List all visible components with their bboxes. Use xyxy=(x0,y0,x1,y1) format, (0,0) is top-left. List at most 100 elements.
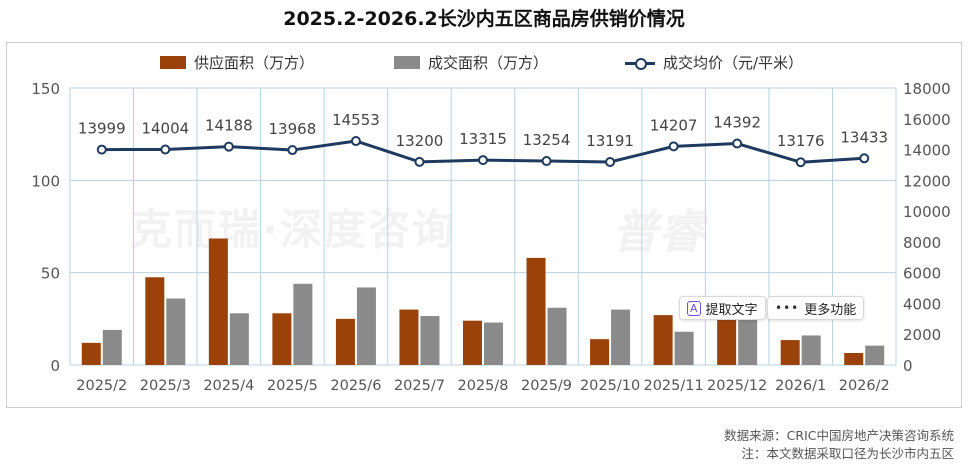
bar-supply xyxy=(399,309,419,365)
y-right-tick-label: 6000 xyxy=(903,265,941,283)
bar-supply xyxy=(463,320,482,365)
legend-item-price[interactable]: 成交均价（元/平米） xyxy=(625,52,803,73)
bar-deal xyxy=(484,322,503,365)
x-tick-label: 2025/7 xyxy=(394,378,445,394)
bar-supply xyxy=(717,316,737,365)
source-line-2: 注：本文数据采取口径为长沙市内五区 xyxy=(741,446,954,461)
bar-deal xyxy=(801,335,821,365)
y-right-tick-label: 2000 xyxy=(903,326,941,344)
source-line-1: 数据来源：CRIC中国房地产决策咨询系统 xyxy=(724,428,954,443)
bar-deal xyxy=(293,283,313,365)
data-label-price: 14207 xyxy=(650,116,698,134)
point-price xyxy=(160,144,171,155)
bar-deal xyxy=(611,309,631,365)
x-tick-label: 2025/3 xyxy=(140,378,191,394)
y-left-tick-label: 50 xyxy=(41,265,60,283)
point-price xyxy=(223,141,234,152)
legend-item-supply[interactable]: 供应面积（万方） xyxy=(160,52,314,73)
point-price xyxy=(414,156,425,167)
point-price xyxy=(541,156,552,167)
point-price xyxy=(605,157,616,168)
bar-supply xyxy=(653,315,673,365)
watermark-logo: 普睿 xyxy=(612,205,704,259)
bar-deal xyxy=(420,316,440,365)
y-right-tick-label: 18000 xyxy=(903,80,951,98)
more-dots-icon: ••• xyxy=(775,301,800,315)
point-price xyxy=(668,141,679,152)
bar-deal xyxy=(166,298,186,365)
legend-swatch-supply xyxy=(160,56,186,69)
text-extract-icon: A xyxy=(687,300,701,316)
legend-label-supply: 供应面积（万方） xyxy=(194,54,315,72)
x-tick-label: 2026/2 xyxy=(839,378,890,394)
legend-label-price: 成交均价（元/平米） xyxy=(663,54,804,72)
bar-supply xyxy=(590,339,610,365)
bar-supply xyxy=(335,318,355,365)
point-price xyxy=(350,136,361,147)
y-right-tick-label: 0 xyxy=(903,357,913,375)
x-tick-label: 2025/9 xyxy=(521,378,572,394)
y-right-tick-label: 14000 xyxy=(903,142,951,160)
data-label-price: 14392 xyxy=(713,114,761,132)
bar-supply xyxy=(208,238,228,365)
x-tick-label: 2025/11 xyxy=(643,378,703,394)
x-tick-label: 2025/6 xyxy=(330,378,381,394)
bar-deal xyxy=(738,316,758,365)
bar-supply xyxy=(81,342,101,365)
data-label-price: 13433 xyxy=(840,128,888,146)
data-label-price: 14188 xyxy=(205,117,253,135)
bar-deal xyxy=(229,313,249,365)
y-right-tick-label: 8000 xyxy=(903,234,941,252)
legend-swatch-deal xyxy=(394,56,420,69)
y-right-tick-label: 16000 xyxy=(903,111,951,129)
more-functions-button[interactable]: ••• 更多功能 xyxy=(767,296,865,320)
bar-deal xyxy=(102,329,122,365)
point-price xyxy=(478,155,488,166)
point-price xyxy=(795,157,806,168)
data-label-price: 13176 xyxy=(777,132,825,150)
x-tick-label: 2026/1 xyxy=(775,378,826,394)
legend-line-price xyxy=(625,56,655,70)
y-left-tick-label: 100 xyxy=(31,172,60,190)
x-tick-label: 2025/12 xyxy=(707,378,767,394)
chart-title: 2025.2-2026.2长沙内五区商品房供销价情况 xyxy=(283,8,685,30)
bar-supply xyxy=(145,277,165,365)
extract-text-label: 提取文字 xyxy=(705,302,758,318)
data-label-price: 13191 xyxy=(586,132,634,150)
bar-supply xyxy=(272,313,292,365)
point-price xyxy=(96,144,107,155)
data-label-price: 13968 xyxy=(269,120,317,138)
data-label-price: 13200 xyxy=(396,132,444,150)
legend: 供应面积（万方） 成交面积（万方） 成交均价（元/平米） xyxy=(0,52,968,76)
data-label-price: 13999 xyxy=(78,120,126,138)
data-label-price: 14553 xyxy=(332,111,380,129)
point-price xyxy=(732,138,743,149)
legend-item-deal[interactable]: 成交面积（万方） xyxy=(394,52,548,73)
bar-deal xyxy=(356,287,376,365)
bar-supply xyxy=(526,257,546,365)
y-right-tick-label: 12000 xyxy=(903,172,951,190)
point-price xyxy=(859,153,870,164)
bar-supply xyxy=(844,352,864,365)
x-tick-label: 2025/4 xyxy=(203,378,254,394)
bar-deal xyxy=(547,307,567,365)
x-tick-label: 2025/10 xyxy=(580,378,640,394)
more-functions-label: 更多功能 xyxy=(804,302,857,318)
x-tick-label: 2025/8 xyxy=(457,378,508,394)
data-label-price: 13254 xyxy=(523,131,571,149)
y-right-tick-label: 10000 xyxy=(903,203,951,221)
bar-deal xyxy=(674,331,694,365)
chart-frame xyxy=(6,42,962,408)
x-tick-label: 2025/2 xyxy=(76,378,127,394)
bar-deal xyxy=(865,345,885,365)
y-right-tick-label: 4000 xyxy=(903,295,941,313)
y-left-tick-label: 0 xyxy=(50,357,60,375)
extract-text-button[interactable]: A 提取文字 xyxy=(679,296,766,320)
data-label-price: 14004 xyxy=(141,119,189,137)
watermark-text: 克而瑞·深度咨询 xyxy=(130,205,456,254)
data-label-price: 13315 xyxy=(459,130,507,148)
legend-label-deal: 成交面积（万方） xyxy=(428,54,549,72)
point-price xyxy=(287,145,298,156)
x-tick-label: 2025/5 xyxy=(267,378,318,394)
